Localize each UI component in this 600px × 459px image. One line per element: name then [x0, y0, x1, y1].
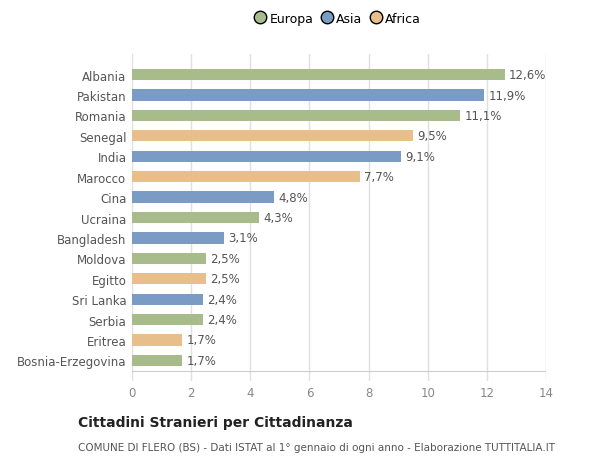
Bar [132, 233, 224, 244]
Text: 1,7%: 1,7% [187, 334, 217, 347]
Bar [132, 213, 259, 224]
Text: Cittadini Stranieri per Cittadinanza: Cittadini Stranieri per Cittadinanza [78, 415, 353, 429]
Text: 7,7%: 7,7% [364, 171, 394, 184]
Text: 12,6%: 12,6% [509, 69, 547, 82]
Bar [132, 294, 203, 305]
Text: 11,1%: 11,1% [464, 110, 502, 123]
Text: 9,5%: 9,5% [418, 130, 447, 143]
Bar [132, 151, 401, 162]
Bar [132, 131, 413, 142]
Text: 3,1%: 3,1% [228, 232, 258, 245]
Text: 2,5%: 2,5% [211, 252, 240, 265]
Text: 11,9%: 11,9% [488, 90, 526, 102]
Text: COMUNE DI FLERO (BS) - Dati ISTAT al 1° gennaio di ogni anno - Elaborazione TUTT: COMUNE DI FLERO (BS) - Dati ISTAT al 1° … [78, 442, 555, 452]
Bar [132, 355, 182, 366]
Bar [132, 172, 360, 183]
Text: 1,7%: 1,7% [187, 354, 217, 367]
Text: 4,8%: 4,8% [278, 191, 308, 204]
Text: 2,5%: 2,5% [211, 273, 240, 285]
Bar [132, 274, 206, 285]
Bar [132, 111, 460, 122]
Bar [132, 253, 206, 264]
Text: 2,4%: 2,4% [208, 293, 237, 306]
Bar [132, 70, 505, 81]
Bar [132, 335, 182, 346]
Text: 2,4%: 2,4% [208, 313, 237, 326]
Text: 4,3%: 4,3% [263, 212, 293, 224]
Text: 9,1%: 9,1% [406, 151, 436, 163]
Bar [132, 90, 484, 101]
Bar [132, 314, 203, 325]
Bar [132, 192, 274, 203]
Legend: Europa, Asia, Africa: Europa, Asia, Africa [254, 9, 425, 30]
